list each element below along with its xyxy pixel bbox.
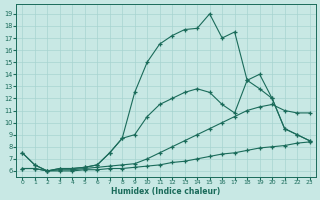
X-axis label: Humidex (Indice chaleur): Humidex (Indice chaleur) xyxy=(111,187,220,196)
